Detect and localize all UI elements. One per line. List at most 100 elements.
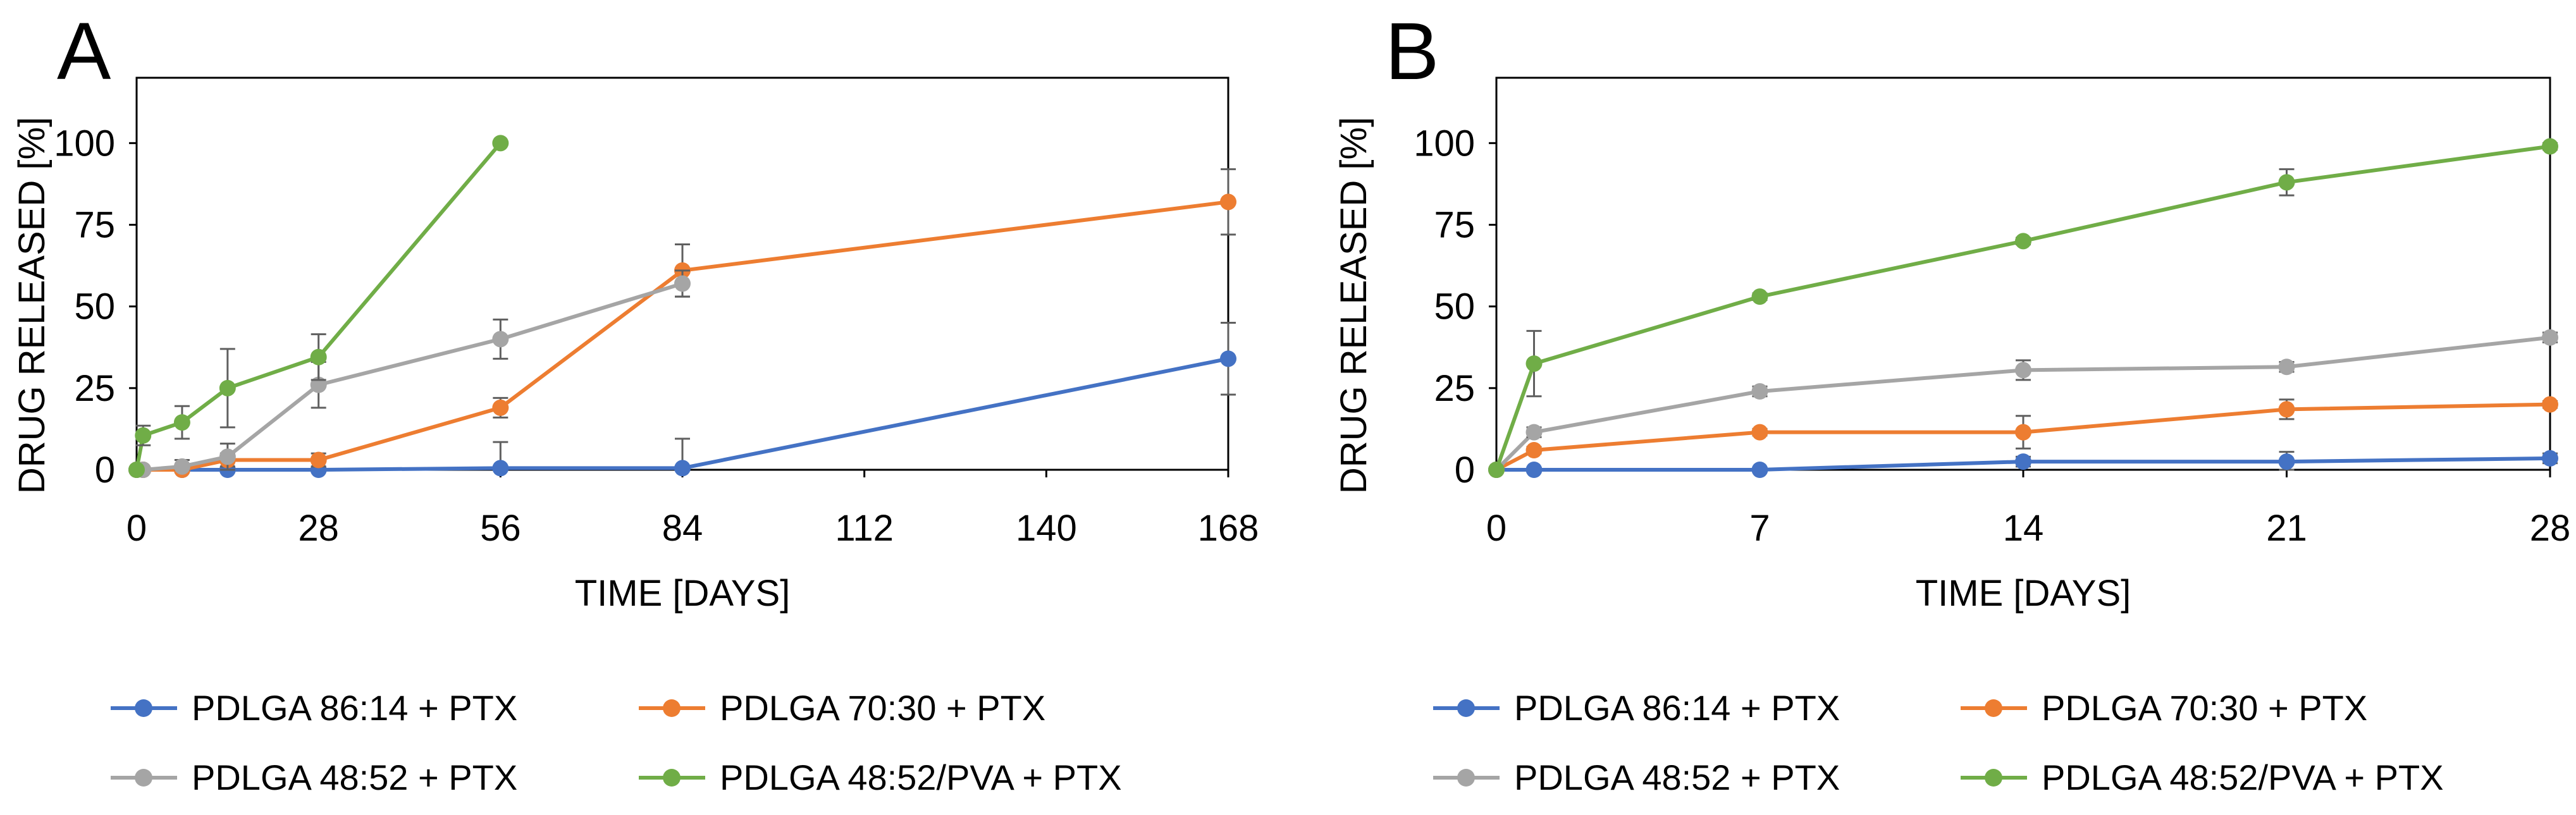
data-point <box>2015 453 2031 470</box>
data-point <box>2278 453 2295 470</box>
y-tick-label: 0 <box>95 450 115 491</box>
data-point <box>1220 193 1236 211</box>
legend-item: PDLGA 48:52/PVA + PTX <box>1961 757 2444 797</box>
x-axis-title: TIME [DAYS] <box>1916 573 2131 614</box>
data-point <box>2278 401 2295 418</box>
data-point <box>173 458 190 475</box>
data-point <box>2015 424 2031 441</box>
data-point <box>492 399 509 416</box>
x-tick-label: 84 <box>662 508 703 549</box>
data-point <box>2015 233 2031 250</box>
data-point <box>492 460 509 477</box>
y-axis-title: DRUG RELEASED [%] <box>1333 117 1374 494</box>
data-point <box>1751 288 1768 305</box>
series-pdlga-48-52-ptx <box>1488 329 2558 478</box>
data-point <box>1220 350 1236 367</box>
legend-item: PDLGA 86:14 + PTX <box>111 688 517 728</box>
panel-label: A <box>57 6 111 97</box>
data-point <box>492 331 509 348</box>
series-line <box>1494 335 2551 472</box>
x-tick-label: 28 <box>2530 508 2571 549</box>
legend-label: PDLGA 70:30 + PTX <box>720 688 1045 728</box>
y-tick-label: 25 <box>1434 368 1475 409</box>
data-point <box>492 135 509 152</box>
data-point <box>310 451 327 469</box>
legend-label: PDLGA 48:52/PVA + PTX <box>2042 757 2444 797</box>
x-tick-label: 168 <box>1198 508 1259 549</box>
x-tick-label: 56 <box>480 508 521 549</box>
series-line <box>1494 144 2551 471</box>
legend: PDLGA 86:14 + PTX PDLGA 70:30 + PTX PDLGA … <box>111 688 1122 797</box>
series-pdlga-86-14-ptx <box>128 322 1236 478</box>
legend-marker <box>663 699 681 717</box>
x-axis-title: TIME [DAYS] <box>575 573 791 614</box>
series-pdlga-70-30-ptx <box>128 168 1236 478</box>
data-point <box>674 275 691 292</box>
y-tick-label: 75 <box>1434 205 1475 246</box>
legend-item: PDLGA 48:52 + PTX <box>1433 757 1840 797</box>
data-point <box>2278 174 2295 191</box>
legend-label: PDLGA 86:14 + PTX <box>192 688 517 728</box>
y-tick-label: 50 <box>1434 286 1475 328</box>
y-axis-title: DRUG RELEASED [%] <box>11 117 52 494</box>
panel-a: A 0 25 50 75 100 0 28 56 84 112 140 168 TIME [DAYS] DR… <box>11 6 1259 797</box>
x-tick-label: 28 <box>298 508 339 549</box>
x-tick-label: 7 <box>1749 508 1770 549</box>
legend-marker <box>1985 699 2002 717</box>
data-point <box>173 414 190 431</box>
data-point <box>1751 383 1768 400</box>
series-line <box>135 142 502 470</box>
data-point <box>1525 462 1543 478</box>
data-point <box>1525 424 1543 441</box>
data-point <box>128 462 145 478</box>
legend-label: PDLGA 70:30 + PTX <box>2042 688 2367 728</box>
x-tick-label: 112 <box>835 508 893 549</box>
legend-item: PDLGA 86:14 + PTX <box>1433 688 1840 728</box>
data-point <box>1488 462 1505 478</box>
x-tick-label: 0 <box>126 508 147 549</box>
legend-marker <box>1985 769 2002 787</box>
legend-item: PDLGA 70:30 + PTX <box>639 688 1045 728</box>
y-tick-label: 0 <box>1455 450 1475 491</box>
legend-label: PDLGA 48:52 + PTX <box>1514 757 1840 797</box>
legend-marker <box>1457 699 1475 717</box>
y-tick-label: 50 <box>74 286 115 328</box>
series-line <box>137 200 1229 472</box>
x-tick-label: 21 <box>2266 508 2307 549</box>
data-point <box>1751 462 1768 478</box>
panel-label: B <box>1385 6 1439 97</box>
legend: PDLGA 86:14 + PTX PDLGA 70:30 + PTX PDLGA … <box>1433 688 2444 797</box>
data-point <box>2015 362 2031 379</box>
legend-marker <box>1457 769 1475 787</box>
data-point <box>2542 396 2558 413</box>
data-point <box>219 379 236 396</box>
data-point <box>2278 358 2295 376</box>
data-point <box>2542 329 2558 346</box>
series-pdlga-48-52-pva-ptx <box>128 135 509 478</box>
data-point <box>219 448 236 465</box>
series-pdlga-48-52-ptx <box>128 269 691 478</box>
data-point <box>1525 355 1543 372</box>
data-point <box>1751 424 1768 441</box>
y-tick-label: 25 <box>74 368 115 409</box>
data-point <box>674 460 691 477</box>
legend-item: PDLGA 48:52/PVA + PTX <box>639 757 1122 797</box>
legend-marker <box>135 769 152 787</box>
x-tick-label: 14 <box>2003 508 2044 549</box>
legend-label: PDLGA 86:14 + PTX <box>1514 688 1840 728</box>
legend-marker <box>663 769 681 787</box>
series-line <box>137 281 683 472</box>
data-point <box>2542 450 2558 467</box>
panel-b: B 0 25 50 75 100 0 7 14 21 28 TIME [DAYS] DRUG RELEA… <box>1333 6 2570 797</box>
x-tick-label: 140 <box>1016 508 1077 549</box>
y-tick-label: 100 <box>54 123 115 164</box>
legend-item: PDLGA 48:52 + PTX <box>111 757 517 797</box>
legend-item: PDLGA 70:30 + PTX <box>1961 688 2367 728</box>
legend-marker <box>135 699 152 717</box>
data-point <box>310 348 327 365</box>
data-point <box>135 427 152 444</box>
y-tick-label: 75 <box>74 205 115 246</box>
legend-label: PDLGA 48:52 + PTX <box>192 757 517 797</box>
